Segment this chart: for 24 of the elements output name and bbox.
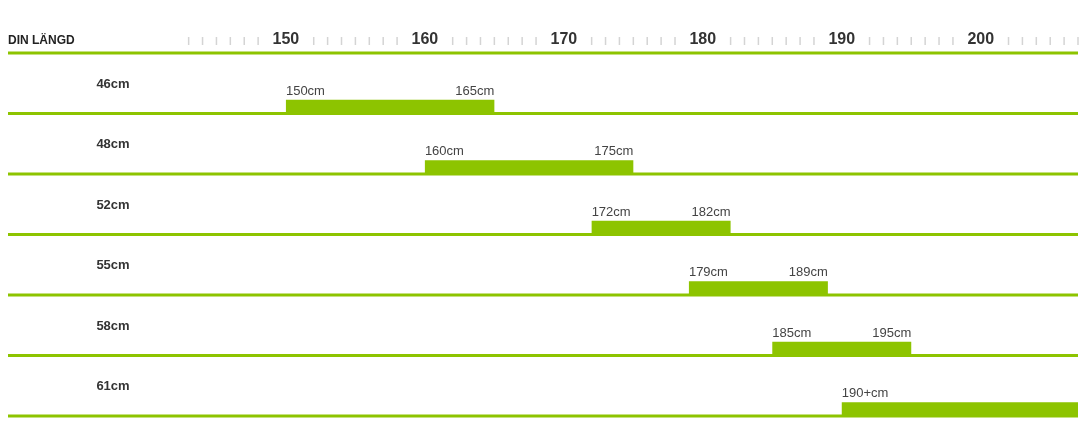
annotation: 165cm xyxy=(455,82,495,98)
annotation: 195cm xyxy=(872,324,912,340)
annotation: 150cm xyxy=(285,82,325,98)
annotation: 189cm xyxy=(788,264,828,279)
x-tick-label: 150 xyxy=(272,30,300,47)
annotation: 190+cm xyxy=(841,385,889,400)
y-tick-label: 52cm xyxy=(96,196,130,212)
y-tick-label: 55cm xyxy=(96,257,130,273)
x-tick-label: 190 xyxy=(828,30,856,47)
y-tick-label: 48cm xyxy=(96,136,130,152)
annotation: 160cm xyxy=(424,143,464,158)
annotation: 179cm xyxy=(688,264,728,279)
annotation: 182cm xyxy=(691,203,731,219)
annotation: 172cm xyxy=(591,203,631,219)
annotation: 185cm xyxy=(772,324,812,340)
x-tick-label: 170 xyxy=(550,30,578,47)
y-tick-label: 61cm xyxy=(96,378,130,394)
annotation: 175cm xyxy=(594,143,634,158)
x-axis-title: DIN LÄNGD xyxy=(8,32,75,47)
y-tick-label: 46cm xyxy=(96,75,130,91)
y-tick-label: 58cm xyxy=(96,317,130,333)
x-tick-label: 200 xyxy=(967,30,995,47)
x-tick-label: 180 xyxy=(689,30,717,47)
x-tick-label: 160 xyxy=(411,30,439,47)
